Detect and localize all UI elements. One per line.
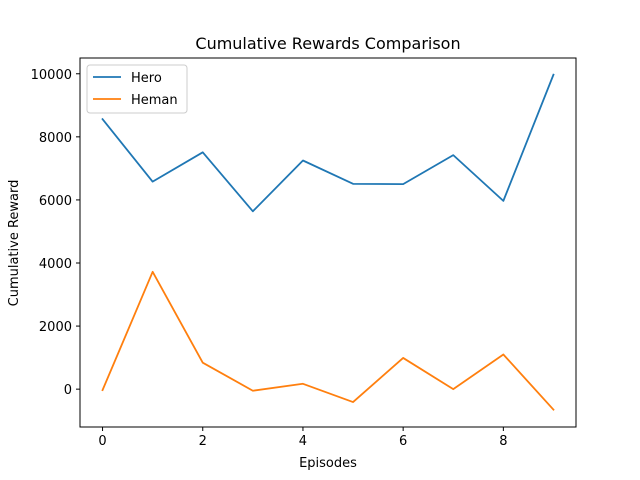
y-tick-label: 8000 <box>39 131 72 146</box>
y-tick-label: 10000 <box>31 68 72 83</box>
x-tick-label: 2 <box>199 434 207 449</box>
y-axis: 0 2000 4000 6000 8000 10000 <box>31 68 80 398</box>
y-axis-label: Cumulative Reward <box>7 180 22 307</box>
legend-label-heman: Heman <box>131 93 178 108</box>
series-line-hero <box>101 73 555 213</box>
x-axis: 0 2 4 6 8 <box>98 427 507 449</box>
x-tick-label: 4 <box>299 434 307 449</box>
y-tick-label: 6000 <box>39 194 72 209</box>
x-tick-label: 6 <box>399 434 407 449</box>
plot-frame <box>79 57 577 428</box>
x-tick-label: 8 <box>499 434 507 449</box>
y-tick-label: 4000 <box>39 257 72 272</box>
legend: Hero Heman <box>86 64 188 114</box>
plot-area <box>101 73 555 411</box>
x-axis-label: Episodes <box>299 456 357 471</box>
y-tick-label: 0 <box>64 383 72 398</box>
y-tick-label: 2000 <box>39 320 72 335</box>
x-tick-label: 0 <box>98 434 106 449</box>
series-line-heman <box>101 270 555 411</box>
chart-title: Cumulative Rewards Comparison <box>195 34 460 53</box>
legend-label-hero: Hero <box>131 71 162 86</box>
